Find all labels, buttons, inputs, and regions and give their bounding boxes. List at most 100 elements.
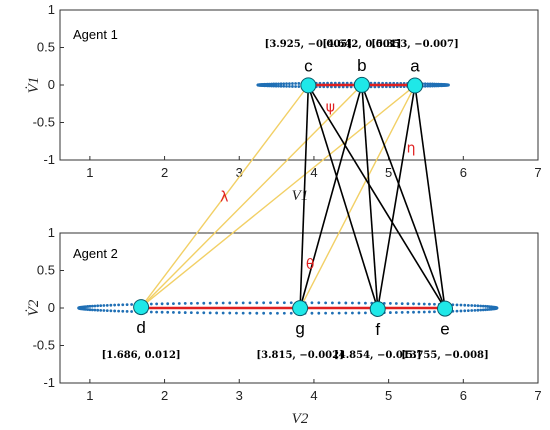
trajectory-point xyxy=(221,301,225,305)
trajectory-point xyxy=(166,302,170,306)
trajectory-point xyxy=(282,311,286,315)
trajectory-point xyxy=(285,82,288,86)
trajectory-point xyxy=(388,311,392,314)
trajectory-point xyxy=(96,304,100,308)
trajectory-point xyxy=(272,84,276,88)
trajectory-point xyxy=(276,311,279,315)
trajectory-point xyxy=(289,311,293,315)
trajectory-point xyxy=(406,302,410,306)
link-a-e xyxy=(414,85,446,309)
trajectory-point xyxy=(324,301,328,305)
trajectory-point xyxy=(473,304,477,308)
trajectory-point xyxy=(294,82,297,85)
link-c-d xyxy=(140,84,309,308)
trajectory-point xyxy=(310,311,314,315)
trajectory-point xyxy=(357,301,361,305)
trajectory-point xyxy=(189,301,193,305)
x-tick-label: 5 xyxy=(385,388,392,403)
trajectory-point xyxy=(479,308,483,312)
trajectory-point xyxy=(99,304,103,308)
coord-label-g: [3.815, −0.002] xyxy=(256,350,343,361)
trajectory-point xyxy=(484,304,487,308)
trajectory-point xyxy=(317,311,321,315)
x-tick-label: 1 xyxy=(86,388,93,403)
trajectory-point xyxy=(88,308,92,312)
link-b-d xyxy=(140,84,363,308)
node-label-c: c xyxy=(304,56,313,75)
node-label-g: g xyxy=(295,319,304,338)
trajectory-point xyxy=(433,82,436,86)
trajectory-point xyxy=(166,310,170,314)
node-a xyxy=(406,77,423,94)
trajectory-point xyxy=(297,82,301,85)
trajectory-point xyxy=(417,302,421,306)
x-tick-label: 2 xyxy=(161,388,168,403)
trajectory-point xyxy=(202,301,206,305)
agent1-x-ticks: 1 2 3 4 5 6 7 xyxy=(86,156,542,180)
agent1-axes-box xyxy=(59,9,539,161)
coord-label-a: [5.353, −0.007] xyxy=(371,39,458,50)
trajectory-point xyxy=(270,82,274,86)
trajectory-point xyxy=(344,301,348,305)
trajectory-point xyxy=(99,308,103,312)
trajectory-point xyxy=(109,303,113,307)
trajectory-point xyxy=(294,85,297,88)
yellow-links xyxy=(140,84,416,309)
trajectory-point xyxy=(117,309,121,313)
agent2-y-ticks: 1 0.5 0 -0.5 -1 xyxy=(33,225,64,390)
link-a-g xyxy=(299,85,416,309)
trajectory-point xyxy=(235,311,238,315)
annotation-eta: η xyxy=(407,141,416,157)
trajectory-point xyxy=(125,309,129,313)
agent2-plot: 1 2 3 4 5 6 7 1 0.5 0 -0.5 -1 Agent 2 V̇2 V2 xyxy=(26,225,542,427)
trajectory-point xyxy=(288,82,291,86)
trajectory-point xyxy=(113,303,117,307)
trajectory-point xyxy=(130,303,134,306)
trajectory-point xyxy=(105,309,109,313)
trajectory-point xyxy=(155,302,159,306)
link-c-f xyxy=(307,85,379,310)
trajectory-point xyxy=(423,84,427,88)
trajectory-point xyxy=(426,84,430,88)
trajectory-point xyxy=(337,301,341,305)
trajectory-point xyxy=(481,308,485,312)
trajectory-point xyxy=(473,308,477,312)
trajectory-point xyxy=(102,304,106,307)
trajectory-point xyxy=(428,302,431,306)
y-tick-label: -1 xyxy=(43,375,55,390)
x-tick-label: 6 xyxy=(460,165,467,180)
y-tick-label: 0.5 xyxy=(37,40,55,55)
x-tick-label: 4 xyxy=(310,388,317,403)
coord-label-b: [4.642, 0.001] xyxy=(322,39,401,50)
trajectory-point xyxy=(459,309,463,313)
trajectory-point xyxy=(149,302,153,306)
greek-annotations: ψ η λ θ xyxy=(220,99,415,273)
trajectory-point xyxy=(121,303,125,307)
trajectory-point xyxy=(160,302,164,306)
y-tick-label: 0 xyxy=(48,300,55,315)
trajectory-point xyxy=(248,311,252,315)
trajectory-point xyxy=(96,308,100,312)
x-tick-label: 3 xyxy=(236,388,243,403)
trajectory-point xyxy=(228,301,232,305)
trajectory-point xyxy=(172,311,175,314)
trajectory-point xyxy=(351,311,354,315)
x-tick-label: 4 xyxy=(310,165,317,180)
link-c-g xyxy=(299,85,310,309)
agent1-ylabel: V̇1 xyxy=(26,77,42,94)
trajectory-point xyxy=(463,309,467,313)
node-label-b: b xyxy=(357,56,366,75)
trajectory-point xyxy=(274,84,278,88)
trajectory-point xyxy=(351,301,354,305)
trajectory-point xyxy=(183,311,187,314)
trajectory-point xyxy=(455,309,459,313)
trajectory-point xyxy=(270,84,274,88)
trajectory-point xyxy=(208,301,212,305)
trajectory-point xyxy=(279,82,283,86)
trajectory-point xyxy=(470,304,474,307)
trajectory-point xyxy=(130,310,134,313)
y-tick-label: 1 xyxy=(48,225,55,240)
trajectory-point xyxy=(297,85,301,88)
trajectory-point xyxy=(262,311,266,315)
